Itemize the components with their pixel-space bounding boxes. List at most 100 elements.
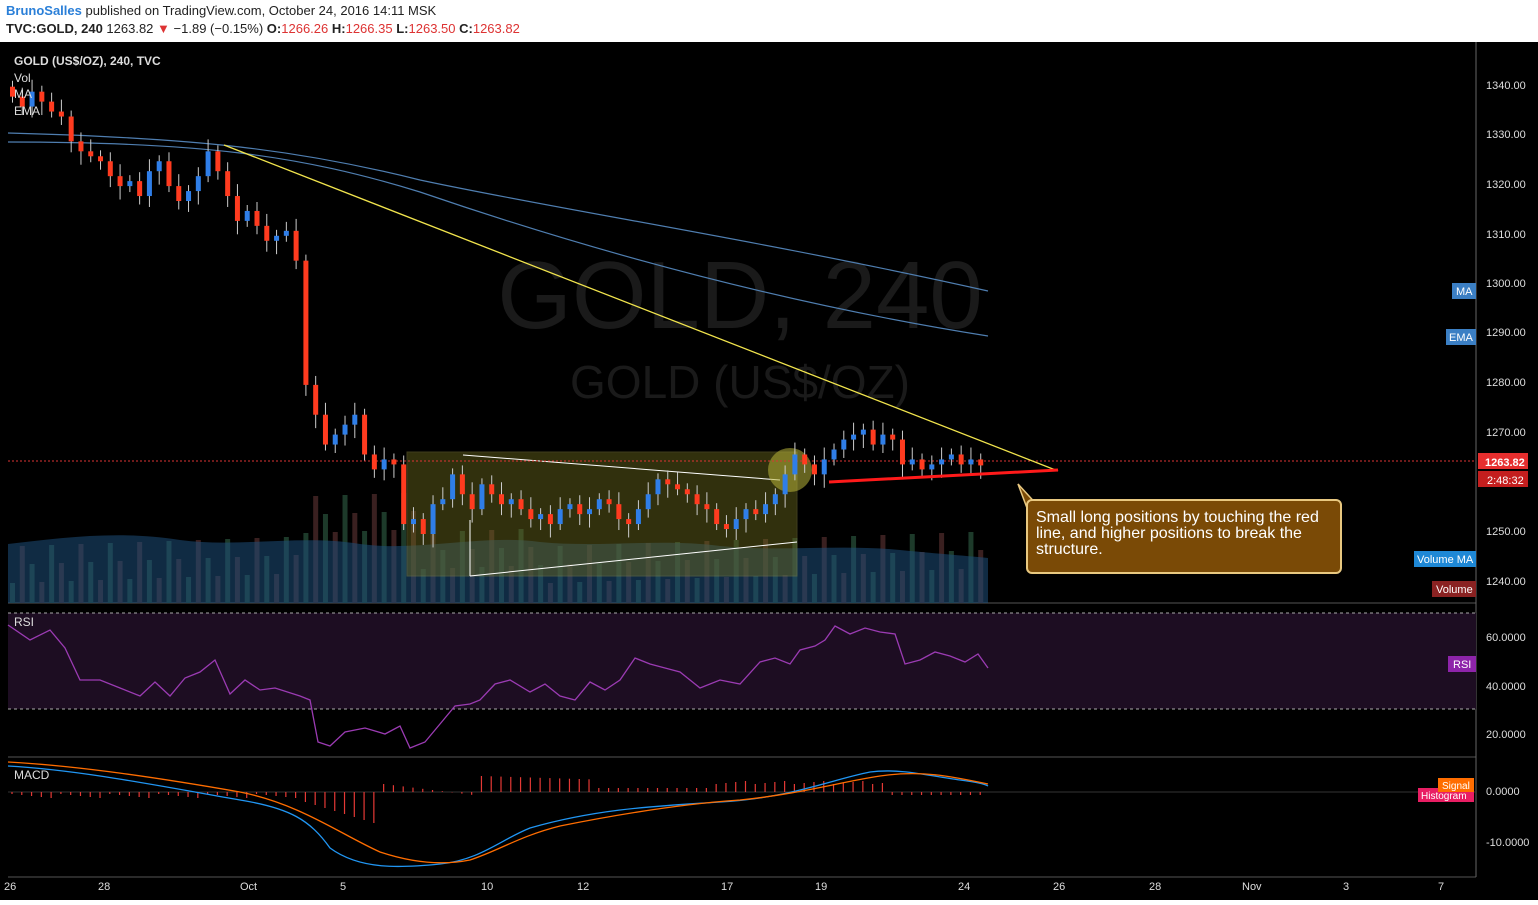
high-value: 1266.35 — [345, 21, 393, 36]
time-label: 10 — [481, 881, 493, 893]
price-tick: 1290.00 — [1486, 327, 1526, 339]
legend-vol: Vol — [14, 71, 31, 85]
macd-line — [7, 765, 989, 868]
candle — [39, 91, 45, 102]
candle — [743, 509, 749, 520]
candle — [978, 459, 984, 466]
candle — [176, 186, 182, 202]
candle — [499, 494, 504, 505]
rsi-tick: 40.0000 — [1486, 681, 1526, 693]
candle — [948, 454, 954, 460]
chart-area[interactable]: GOLD, 240 GOLD (US$/OZ) GOLD (US$/OZ), 2… — [0, 42, 1538, 900]
candle — [958, 454, 964, 465]
publish-info: published on TradingView.com, October 24… — [85, 3, 437, 18]
candle — [352, 414, 358, 425]
candle — [391, 459, 397, 465]
macd-tick: -10.0000 — [1486, 837, 1529, 849]
candle — [870, 429, 876, 445]
candle — [753, 509, 759, 515]
countdown-tag: 2:48:32 — [1487, 475, 1524, 487]
candle — [381, 459, 387, 470]
last-price-tag: 1263.82 — [1485, 457, 1525, 469]
author-link[interactable]: BrunoSalles — [6, 3, 82, 18]
wedge-top-line — [462, 454, 781, 481]
price-tick: 1300.00 — [1486, 278, 1526, 290]
candle — [264, 225, 270, 241]
chart-svg[interactable]: GOLD, 240 GOLD (US$/OZ) GOLD (US$/OZ), 2… — [0, 42, 1538, 900]
candle — [792, 454, 798, 475]
price-change: −1.89 (−0.15%) — [173, 21, 264, 36]
candle — [821, 459, 827, 475]
time-label: 24 — [958, 881, 970, 893]
candle — [127, 181, 133, 187]
volume-tag: Volume — [1436, 584, 1473, 596]
candle — [469, 494, 475, 510]
watermark-small: GOLD (US$/OZ) — [570, 356, 910, 408]
candle — [763, 504, 769, 515]
candle — [234, 196, 240, 221]
candle — [675, 484, 681, 490]
candle — [899, 439, 905, 465]
breakout-circle — [768, 448, 812, 492]
rsi-line — [7, 624, 989, 749]
main-pane-title: GOLD (US$/OZ), 240, TVC — [14, 54, 161, 68]
candle — [489, 484, 495, 495]
time-label: 7 — [1438, 881, 1444, 893]
rsi-band — [8, 613, 1476, 709]
rsi-tick: 20.0000 — [1486, 729, 1526, 741]
time-label: 28 — [1149, 881, 1161, 893]
down-arrow-icon: ▼ — [157, 21, 170, 36]
candle — [244, 210, 250, 221]
candle — [528, 509, 534, 520]
candle — [293, 230, 299, 261]
candle — [851, 434, 857, 440]
candle — [68, 116, 74, 142]
ohlc-line: TVC:GOLD, 240 1263.82 ▼ −1.89 (−0.15%) O… — [6, 21, 520, 36]
chart-header: BrunoSalles published on TradingView.com… — [0, 0, 1538, 40]
signal-line — [7, 761, 989, 864]
annotation-callout[interactable]: Small long positions by touching the red… — [1026, 499, 1342, 574]
price-tick: 1310.00 — [1486, 229, 1526, 241]
time-label: 5 — [340, 881, 346, 893]
candle — [29, 91, 35, 107]
price-tick: 1250.00 — [1486, 526, 1526, 538]
legend-ma: MA — [14, 87, 32, 101]
candle — [186, 191, 192, 202]
candle — [880, 434, 886, 445]
candle — [49, 101, 55, 112]
candle — [587, 509, 593, 515]
candle — [684, 489, 690, 495]
candle — [508, 499, 514, 505]
high-label: H: — [331, 21, 346, 36]
time-label: 19 — [815, 881, 827, 893]
price-axis[interactable]: 1340.00 1330.00 1320.00 1310.00 1300.00 … — [1486, 80, 1526, 588]
candle — [479, 484, 485, 510]
candle — [303, 260, 309, 385]
candle — [939, 459, 945, 465]
candle — [459, 474, 465, 495]
candle — [968, 459, 974, 465]
macd-histogram — [11, 776, 981, 823]
candle — [919, 459, 925, 470]
candle — [88, 151, 94, 157]
candle — [283, 230, 289, 236]
candle — [909, 459, 915, 465]
candle — [58, 111, 64, 117]
low-label: L: — [396, 21, 409, 36]
candle — [146, 171, 152, 197]
candle — [723, 524, 729, 530]
time-label: 26 — [1053, 881, 1065, 893]
rsi-tag: RSI — [1453, 659, 1471, 671]
candle — [547, 514, 553, 525]
descending-trendline — [223, 144, 1059, 472]
macd-tick: 0.0000 — [1486, 786, 1520, 798]
candle — [195, 176, 201, 192]
open-value: 1266.26 — [281, 21, 329, 36]
time-axis[interactable]: 26 28 Oct 5 10 12 17 19 24 26 28 Nov 3 7 — [4, 881, 1444, 893]
candle — [802, 454, 808, 465]
candle — [831, 449, 837, 460]
candle — [78, 141, 84, 152]
candle — [811, 464, 817, 475]
candle — [10, 86, 15, 97]
open-label: O: — [266, 21, 282, 36]
